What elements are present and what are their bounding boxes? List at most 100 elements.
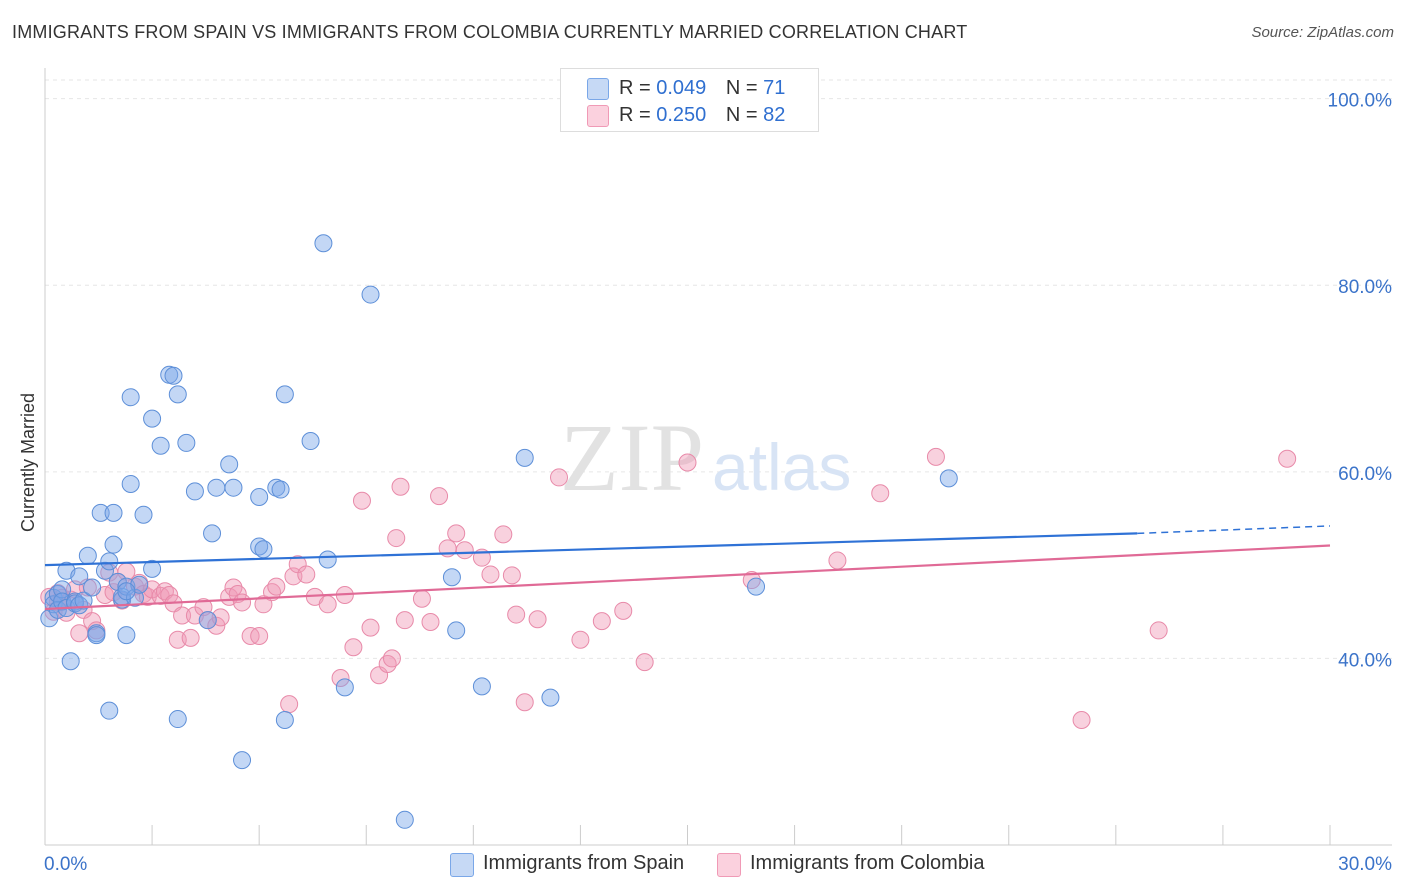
y-tick-label: 100.0% — [1328, 91, 1393, 112]
spain-point — [117, 582, 136, 601]
spain-point — [301, 432, 320, 451]
x-tick-label: 30.0% — [1338, 854, 1392, 875]
spain-point — [61, 652, 80, 671]
spain-point — [939, 469, 958, 488]
spain-point — [335, 678, 354, 697]
colombia-point — [391, 477, 410, 496]
spain-point — [104, 503, 123, 522]
gridlines — [45, 79, 1392, 659]
spain-point — [78, 546, 97, 565]
spain-point — [177, 433, 196, 452]
spain-point — [168, 385, 187, 404]
spain-point — [117, 626, 136, 645]
colombia-point — [250, 627, 269, 646]
watermark: ZIP atlas — [560, 404, 851, 511]
colombia-point — [331, 669, 350, 688]
spain-point — [74, 591, 93, 610]
colombia-points — [40, 447, 1297, 729]
spain-point — [143, 409, 162, 428]
legend-n-label: N = — [725, 77, 758, 99]
spain-point — [151, 436, 170, 455]
spain-point — [185, 482, 204, 501]
legend-n-value-spain: 71 — [763, 77, 786, 99]
colombia-point — [361, 618, 380, 637]
colombia-point — [344, 638, 363, 657]
colombia-point — [318, 595, 337, 614]
colombia-point — [70, 624, 89, 643]
legend-r-value-spain: 0.049 — [656, 77, 707, 99]
colombia-point — [494, 525, 513, 544]
colombia-point — [430, 487, 449, 506]
spain-point — [203, 524, 222, 543]
spain-point — [121, 388, 140, 407]
legend-n-label: N = — [725, 104, 758, 126]
source-label: Source: ZipAtlas.com — [1251, 24, 1394, 41]
colombia-point — [528, 610, 547, 629]
tick-labels: 40.0% 60.0% 80.0% 100.0% 0.0% 30.0% — [44, 91, 1392, 875]
spain-point — [104, 535, 123, 554]
spain-point — [134, 505, 153, 524]
legend-r-value-colombia: 0.250 — [656, 104, 707, 126]
spain-point — [95, 561, 114, 580]
spain-point — [447, 621, 466, 640]
spain-point — [361, 285, 380, 304]
spain-point — [541, 688, 560, 707]
spain-point — [100, 552, 119, 571]
legend-r-label: R = — [619, 104, 651, 126]
colombia-point — [502, 566, 521, 585]
colombia-point — [550, 468, 568, 487]
y-axis-label: Currently Married — [18, 392, 38, 532]
bottom-legend-swatch-spain — [450, 853, 474, 877]
colombia-point — [871, 484, 890, 503]
legend-swatch-colombia — [587, 105, 609, 127]
spain-point — [747, 577, 766, 596]
spain-point — [100, 701, 119, 720]
colombia-point — [515, 693, 534, 712]
spain-point — [91, 503, 110, 522]
spain-point — [442, 568, 461, 587]
bottom-legend-swatch-colombia — [717, 853, 741, 877]
legend-swatch-spain — [587, 78, 609, 100]
spain-point — [472, 677, 491, 696]
colombia-point — [173, 606, 192, 625]
colombia-point — [592, 612, 611, 631]
spain-point — [314, 234, 333, 253]
x-tick-label: 0.0% — [44, 854, 87, 875]
colombia-point — [447, 524, 466, 543]
spain-trend-extension — [1137, 525, 1331, 535]
spain-trend-line — [44, 532, 1138, 567]
colombia-point — [926, 447, 945, 466]
colombia-point — [352, 491, 371, 510]
spain-point — [198, 611, 217, 630]
spain-point — [70, 567, 89, 586]
spain-point — [275, 385, 294, 404]
colombia-point — [1072, 710, 1091, 729]
colombia-trend-line — [44, 544, 1331, 611]
spain-point — [275, 710, 294, 729]
colombia-point — [455, 541, 474, 560]
watermark-atlas: atlas — [712, 430, 851, 504]
y-tick-label: 60.0% — [1338, 464, 1392, 485]
colombia-point — [233, 593, 252, 612]
spain-point — [515, 448, 534, 467]
chart-title: IMMIGRANTS FROM SPAIN VS IMMIGRANTS FROM… — [12, 22, 968, 42]
colombia-point — [507, 605, 526, 624]
colombia-point — [1278, 449, 1297, 468]
colombia-point — [571, 630, 590, 649]
colombia-point — [387, 529, 406, 548]
y-tick-label: 40.0% — [1338, 650, 1392, 671]
colombia-point — [280, 695, 299, 714]
spain-point — [168, 710, 187, 729]
stats-legend: R = 0.049 N = 71 R = 0.250 N = 82 — [560, 68, 819, 132]
spain-point — [271, 480, 290, 499]
spain-point — [87, 626, 106, 645]
colombia-point — [678, 453, 697, 472]
spain-points — [40, 234, 958, 829]
spain-point — [164, 366, 183, 385]
spain-point — [83, 578, 102, 597]
colombia-point — [83, 612, 102, 631]
colombia-point — [421, 613, 440, 632]
y-tick-label: 80.0% — [1338, 277, 1392, 298]
legend-r-label: R = — [619, 77, 651, 99]
